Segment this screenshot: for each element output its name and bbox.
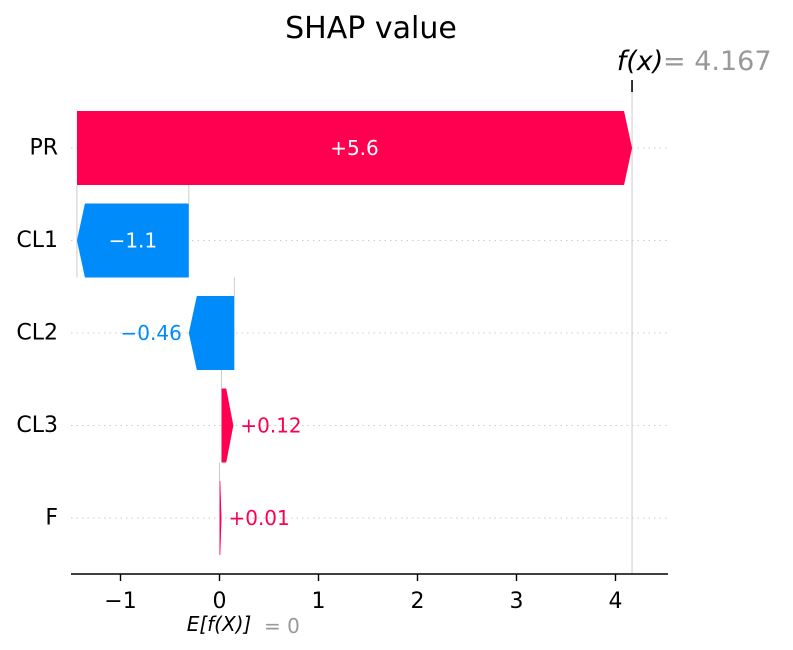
base-value: = 0 bbox=[264, 614, 300, 638]
fx-value: = 4.167 bbox=[663, 46, 772, 77]
feature-label-cl1: CL1 bbox=[16, 228, 58, 253]
feature-label-cl3: CL3 bbox=[16, 413, 58, 438]
bar-value-label: +0.01 bbox=[228, 506, 289, 530]
bar-cl3 bbox=[221, 388, 234, 463]
bars: +5.6 −1.1 −0.46 +0.12 +0.01 bbox=[76, 111, 633, 555]
x-tick-label: 1 bbox=[312, 589, 326, 614]
bar-cl1 bbox=[76, 203, 189, 278]
bar-value-label: +5.6 bbox=[330, 136, 379, 160]
x-tick-label: 0 bbox=[213, 589, 227, 614]
bar-f bbox=[219, 481, 222, 555]
x-axis-ticks: −1 0 1 2 3 4 bbox=[104, 574, 623, 614]
x-tick-label: 3 bbox=[510, 589, 524, 614]
feature-label-f: F bbox=[45, 506, 58, 531]
x-tick-label: 2 bbox=[411, 589, 425, 614]
chart-title: SHAP value bbox=[285, 11, 457, 46]
y-axis-labels: PR CL1 CL2 CL3 F bbox=[16, 136, 58, 531]
fx-label: f(x) bbox=[617, 46, 664, 77]
base-label: E[f(X)] bbox=[187, 612, 252, 636]
feature-label-cl2: CL2 bbox=[16, 321, 58, 346]
x-tick-label: 4 bbox=[609, 589, 623, 614]
bar-value-label: −1.1 bbox=[109, 229, 158, 253]
bar-pr bbox=[76, 111, 633, 185]
x-tick-label: −1 bbox=[104, 589, 136, 614]
bar-value-label: −0.46 bbox=[121, 321, 182, 345]
bar-value-label: +0.12 bbox=[240, 414, 301, 438]
feature-label-pr: PR bbox=[29, 136, 58, 161]
bar-cl2 bbox=[188, 296, 235, 370]
